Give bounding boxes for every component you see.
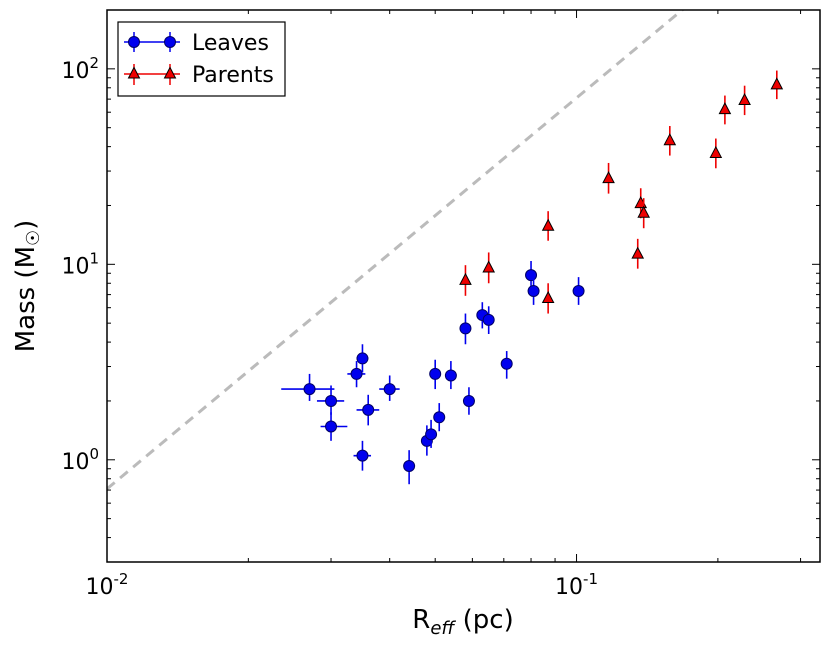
data-point-parents bbox=[637, 198, 651, 229]
legend-label-parents: Parents bbox=[192, 63, 274, 88]
legend: Leaves Parents bbox=[117, 21, 286, 97]
legend-marker-parents bbox=[163, 66, 177, 79]
marker-parents bbox=[482, 260, 496, 273]
marker-leaves bbox=[462, 394, 475, 407]
data-point-leaves bbox=[429, 359, 442, 390]
marker-parents bbox=[770, 77, 784, 90]
x-axis-label: Reff (pc) bbox=[412, 605, 514, 639]
data-point-leaves bbox=[316, 385, 345, 415]
marker-leaves bbox=[527, 285, 540, 298]
marker-leaves bbox=[383, 383, 396, 396]
marker-leaves bbox=[425, 428, 438, 441]
data-point-parents bbox=[459, 265, 472, 296]
y-axis-label: Mass (M☉) bbox=[11, 220, 44, 353]
data-point-leaves bbox=[500, 351, 513, 379]
data-point-leaves bbox=[403, 450, 416, 485]
legend-label-leaves: Leaves bbox=[192, 31, 269, 56]
data-point-leaves bbox=[482, 306, 495, 335]
marker-leaves bbox=[325, 420, 338, 433]
marker-parents bbox=[663, 133, 677, 146]
data-point-leaves bbox=[356, 344, 369, 373]
marker-parents bbox=[738, 92, 751, 106]
marker-leaves bbox=[362, 403, 375, 416]
legend-entry-parents: Parents bbox=[124, 63, 274, 88]
data-point-parents bbox=[631, 238, 645, 269]
x-axis-label-unit: (pc) bbox=[454, 605, 513, 635]
marker-parents bbox=[459, 272, 472, 285]
x-axis-label-sub: eff bbox=[430, 618, 456, 639]
fit-line bbox=[107, 10, 685, 491]
data-point-leaves bbox=[347, 361, 366, 388]
legend-marker-parents bbox=[127, 66, 141, 79]
marker-leaves bbox=[572, 285, 585, 298]
data-point-leaves bbox=[379, 375, 400, 401]
marker-leaves bbox=[482, 313, 495, 326]
data-point-parents bbox=[541, 283, 555, 314]
data-point-leaves bbox=[320, 412, 348, 441]
x-tick-label: 10-1 bbox=[555, 570, 598, 600]
data-point-leaves bbox=[433, 403, 446, 432]
plot-frame bbox=[106, 9, 821, 563]
marker-parents bbox=[602, 171, 615, 184]
data-point-parents bbox=[541, 211, 555, 241]
marker-parents bbox=[541, 218, 555, 231]
marker-leaves bbox=[429, 367, 442, 380]
data-point-leaves bbox=[572, 277, 585, 305]
data-point-leaves bbox=[462, 387, 475, 415]
data-point-parents bbox=[709, 138, 723, 169]
marker-leaves bbox=[500, 357, 513, 370]
y-tick-label: 102 bbox=[61, 54, 99, 84]
marker-leaves bbox=[350, 367, 363, 380]
data-point-parents bbox=[602, 162, 615, 194]
marker-leaves bbox=[403, 459, 416, 472]
y-axis-label-close: ) bbox=[11, 220, 41, 230]
legend-entry-leaves: Leaves bbox=[124, 31, 269, 56]
x-axis-label-main: R bbox=[412, 605, 430, 635]
data-point-parents bbox=[770, 70, 784, 100]
data-point-leaves bbox=[425, 419, 438, 448]
marker-parents bbox=[709, 145, 723, 158]
marker-leaves bbox=[459, 322, 472, 335]
data-point-leaves bbox=[444, 361, 457, 390]
data-point-leaves bbox=[356, 394, 380, 426]
data-point-parents bbox=[738, 85, 751, 116]
data-point-leaves bbox=[353, 440, 372, 471]
legend-marker-leaves bbox=[164, 36, 176, 48]
data-point-parents bbox=[663, 126, 677, 156]
plot-background bbox=[107, 10, 820, 562]
y-axis-label-main: Mass (M bbox=[11, 246, 41, 352]
data-point-parents bbox=[482, 252, 496, 284]
x-tick-label: 10-2 bbox=[86, 570, 129, 600]
marker-leaves bbox=[444, 369, 457, 382]
legend-marker-leaves bbox=[128, 36, 140, 48]
data-point-parents bbox=[718, 95, 732, 125]
legend-box bbox=[117, 21, 286, 97]
marker-parents bbox=[637, 205, 651, 218]
y-axis-label-sun-symbol: ☉ bbox=[23, 230, 44, 246]
marker-parents bbox=[631, 246, 645, 259]
data-point-leaves bbox=[459, 313, 472, 345]
marker-leaves bbox=[525, 269, 538, 282]
marker-parents bbox=[718, 102, 732, 115]
marker-leaves bbox=[325, 394, 338, 407]
marker-leaves bbox=[356, 449, 369, 462]
marker-leaves bbox=[433, 411, 446, 424]
data-point-leaves bbox=[281, 373, 335, 401]
marker-leaves bbox=[356, 352, 369, 365]
data-point-leaves bbox=[527, 277, 540, 305]
y-tick-label: 101 bbox=[61, 249, 99, 279]
marker-parents bbox=[541, 290, 555, 304]
y-tick-label: 100 bbox=[61, 445, 99, 475]
marker-leaves bbox=[303, 383, 316, 396]
